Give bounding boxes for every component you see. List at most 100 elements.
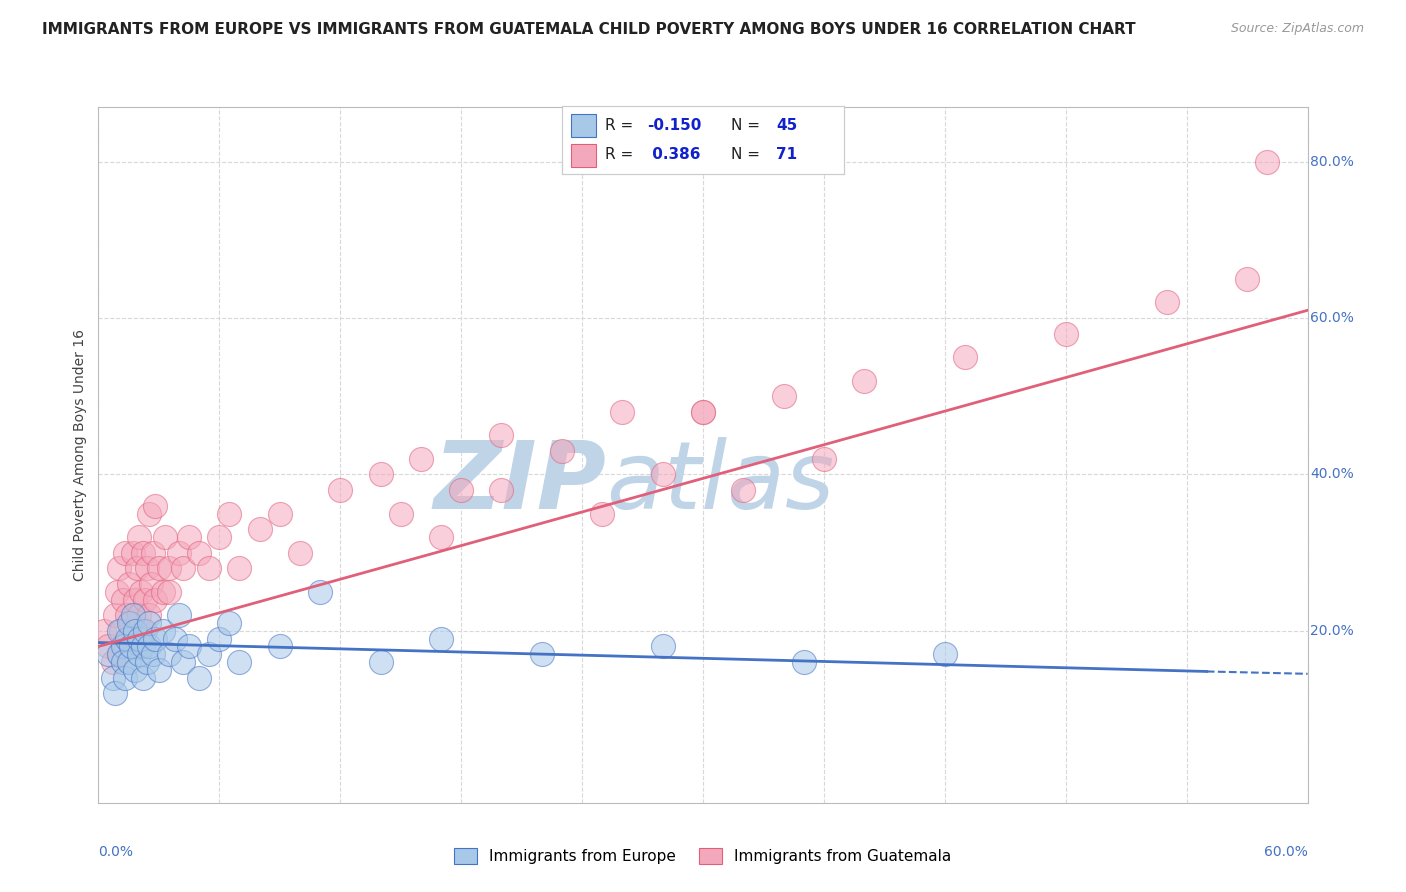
Point [430,632,453,646]
Point [269,507,291,521]
Point [198,647,221,661]
Point [107,624,129,638]
Point [93,624,115,638]
Text: 45: 45 [776,118,797,133]
Point [134,592,156,607]
Point [120,640,142,654]
Point [128,608,150,623]
Point [218,507,240,521]
Point [249,522,271,536]
Point [188,671,211,685]
Point [198,561,221,575]
Point [105,584,128,599]
Text: 0.386: 0.386 [647,147,700,162]
Point [139,577,162,591]
Point [491,483,513,497]
Point [97,647,120,661]
Point [114,640,136,654]
Point [107,561,129,575]
Point [172,561,194,575]
Point [692,405,714,419]
Point [370,655,392,669]
Point [177,530,201,544]
Point [157,584,180,599]
Point [143,592,166,607]
Point [124,640,146,654]
Point [163,632,186,646]
Point [118,632,141,646]
Point [101,655,124,669]
Point [692,405,714,419]
Point [1054,326,1077,341]
Point [551,444,574,458]
Point [157,647,180,661]
Text: 40.0%: 40.0% [1310,467,1354,482]
Point [143,499,166,513]
Point [138,615,160,630]
Point [124,624,146,638]
Point [111,655,134,669]
Point [107,647,129,661]
Point [491,428,513,442]
Point [853,374,876,388]
Point [135,655,157,669]
Point [772,389,794,403]
Point [114,671,136,685]
Point [118,615,141,630]
Point [167,608,190,623]
Point [208,632,231,646]
Point [138,640,160,654]
Legend: Immigrants from Europe, Immigrants from Guatemala: Immigrants from Europe, Immigrants from … [447,840,959,871]
Point [953,350,976,364]
Point [157,561,180,575]
Point [103,608,125,623]
Text: IMMIGRANTS FROM EUROPE VS IMMIGRANTS FROM GUATEMALA CHILD POVERTY AMONG BOYS UND: IMMIGRANTS FROM EUROPE VS IMMIGRANTS FRO… [42,22,1136,37]
Point [329,483,352,497]
Point [107,647,129,661]
Point [152,624,174,638]
Point [132,624,155,638]
Point [370,467,392,482]
Point [288,546,311,560]
Point [115,608,138,623]
Point [148,663,170,677]
Point [124,592,146,607]
Point [409,451,432,466]
Point [103,686,125,700]
Point [138,507,160,521]
Text: ZIP: ZIP [433,437,606,529]
Point [121,546,143,560]
Point [148,561,170,575]
Point [733,483,755,497]
Point [110,624,132,638]
Point [114,546,136,560]
Point [142,647,165,661]
FancyBboxPatch shape [571,145,596,167]
Point [142,546,165,560]
Point [651,467,673,482]
Point [651,640,673,654]
Point [208,530,231,544]
Point [124,663,146,677]
Point [793,655,815,669]
Point [132,640,155,654]
Text: R =: R = [605,147,638,162]
Point [152,584,174,599]
Point [118,577,141,591]
Point [111,592,134,607]
Point [120,615,142,630]
Point [1236,272,1258,286]
Point [188,546,211,560]
Text: R =: R = [605,118,638,133]
Point [128,632,150,646]
Point [1156,295,1178,310]
Point [177,640,201,654]
Point [309,584,332,599]
Point [135,561,157,575]
Point [128,530,150,544]
Text: 60.0%: 60.0% [1310,311,1354,325]
Point [118,655,141,669]
Point [430,530,453,544]
Point [111,640,134,654]
Point [129,584,152,599]
